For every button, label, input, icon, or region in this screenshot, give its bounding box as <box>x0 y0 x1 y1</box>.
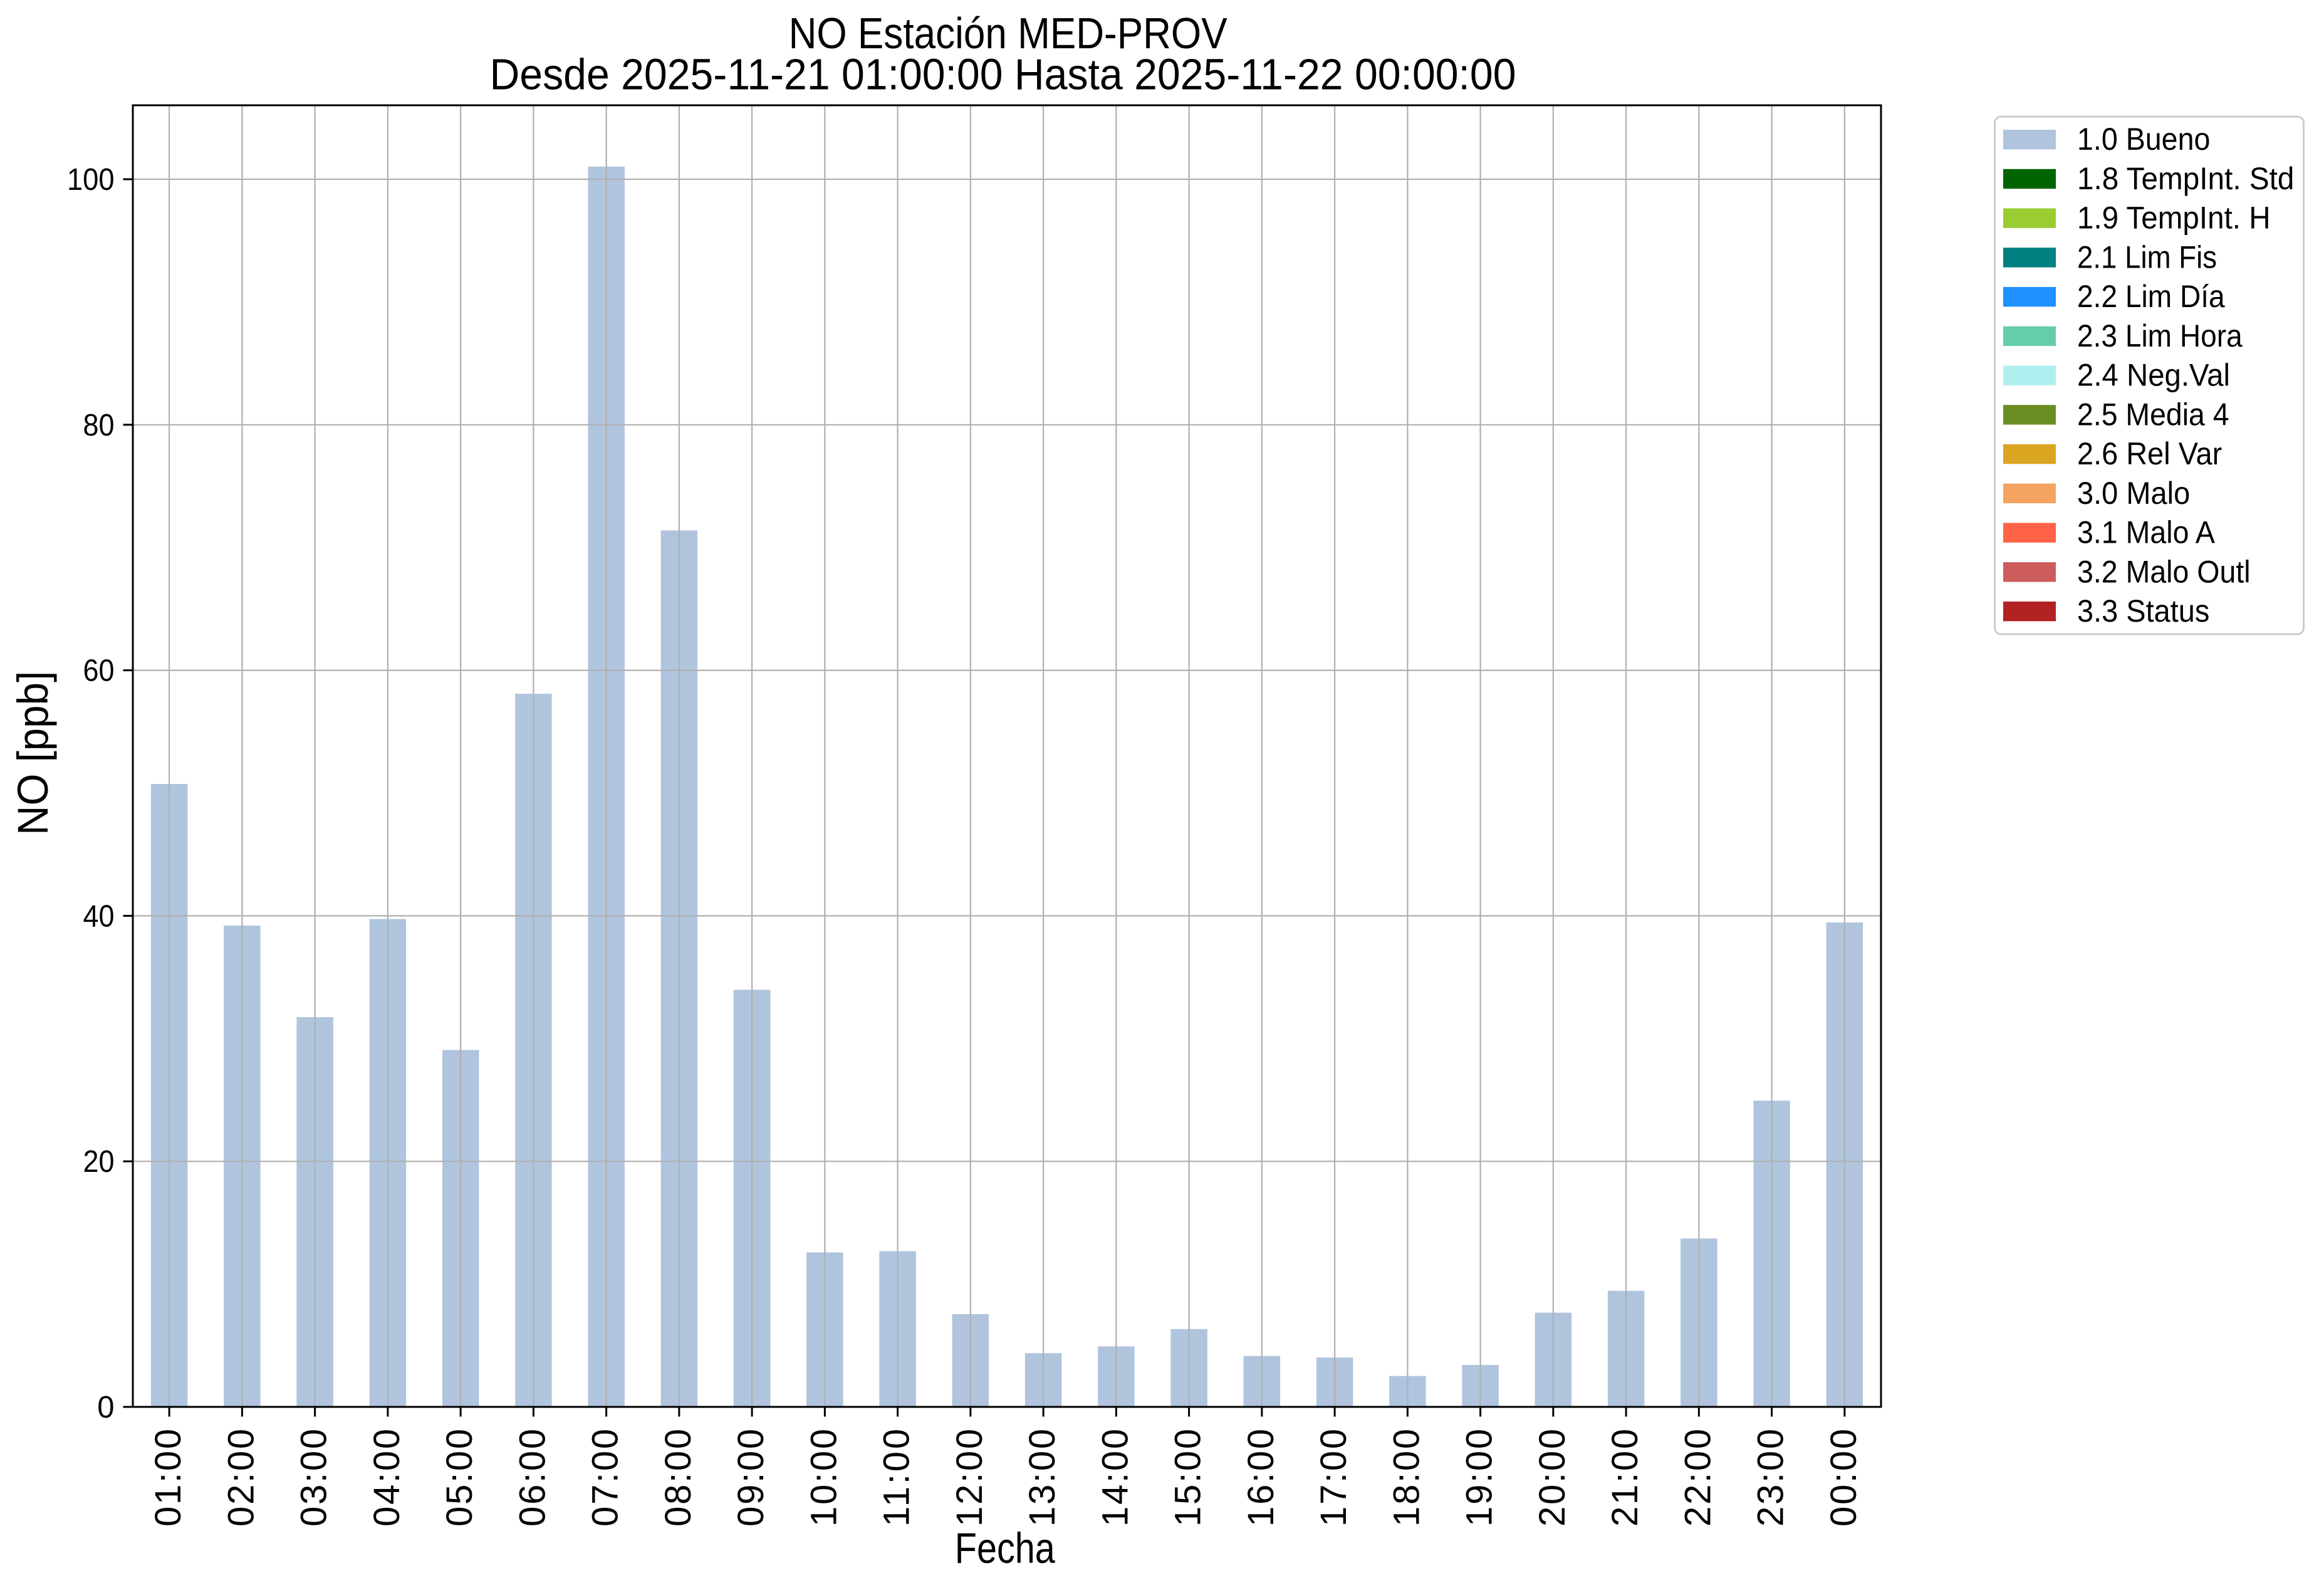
svg-text:2.2 Lim Día: 2.2 Lim Día <box>2077 279 2225 314</box>
svg-text:3.1 Malo A: 3.1 Malo A <box>2077 515 2215 550</box>
svg-text:Desde 2025-11-21 01:00:00 Hast: Desde 2025-11-21 01:00:00 Hasta 2025-11-… <box>490 50 1516 99</box>
svg-text:03:00: 03:00 <box>294 1429 335 1527</box>
svg-text:80: 80 <box>83 409 115 442</box>
svg-text:18:00: 18:00 <box>1386 1429 1427 1527</box>
svg-text:2.1 Lim Fis: 2.1 Lim Fis <box>2077 239 2217 274</box>
svg-text:3.0 Malo: 3.0 Malo <box>2077 476 2190 511</box>
svg-text:05:00: 05:00 <box>439 1429 480 1527</box>
svg-text:Fecha: Fecha <box>955 1524 1056 1572</box>
svg-text:20: 20 <box>83 1145 115 1179</box>
svg-text:1.0 Bueno: 1.0 Bueno <box>2077 122 2210 157</box>
svg-text:01:00: 01:00 <box>148 1429 189 1527</box>
svg-text:12:00: 12:00 <box>949 1429 990 1527</box>
svg-text:19:00: 19:00 <box>1459 1429 1500 1527</box>
svg-text:16:00: 16:00 <box>1241 1429 1281 1527</box>
svg-text:0: 0 <box>97 1391 114 1424</box>
svg-text:21:00: 21:00 <box>1605 1429 1645 1527</box>
svg-text:22:00: 22:00 <box>1677 1429 1718 1527</box>
svg-text:3.2 Malo Outl: 3.2 Malo Outl <box>2077 554 2251 589</box>
svg-text:06:00: 06:00 <box>512 1429 553 1527</box>
svg-text:3.3 Status: 3.3 Status <box>2077 593 2209 629</box>
svg-text:NO Estación MED-PROV: NO Estación MED-PROV <box>789 9 1227 58</box>
svg-text:100: 100 <box>67 163 115 197</box>
svg-text:2.4 Neg.Val: 2.4 Neg.Val <box>2077 358 2230 393</box>
svg-text:2.5 Media 4: 2.5 Media 4 <box>2077 397 2229 432</box>
svg-text:04:00: 04:00 <box>367 1429 407 1527</box>
svg-text:11:00: 11:00 <box>877 1429 917 1527</box>
svg-text:15:00: 15:00 <box>1168 1429 1209 1527</box>
svg-text:08:00: 08:00 <box>658 1429 699 1527</box>
svg-text:40: 40 <box>83 899 115 933</box>
svg-text:14:00: 14:00 <box>1095 1429 1135 1527</box>
svg-text:20:00: 20:00 <box>1532 1429 1573 1527</box>
svg-text:2.6 Rel Var: 2.6 Rel Var <box>2077 436 2222 471</box>
svg-text:60: 60 <box>83 654 115 688</box>
svg-text:1.9 TempInt. H: 1.9 TempInt. H <box>2077 201 2271 236</box>
svg-text:09:00: 09:00 <box>731 1429 771 1527</box>
svg-text:1.8 TempInt. Std: 1.8 TempInt. Std <box>2077 161 2294 196</box>
svg-text:07:00: 07:00 <box>585 1429 626 1527</box>
svg-text:2.3 Lim Hora: 2.3 Lim Hora <box>2077 318 2243 353</box>
svg-text:00:00: 00:00 <box>1823 1429 1864 1527</box>
svg-text:17:00: 17:00 <box>1313 1429 1354 1527</box>
svg-text:23:00: 23:00 <box>1751 1429 1791 1527</box>
svg-text:10:00: 10:00 <box>803 1429 844 1527</box>
svg-text:13:00: 13:00 <box>1022 1429 1063 1527</box>
svg-text:02:00: 02:00 <box>221 1429 261 1527</box>
svg-text:NO [ppb]: NO [ppb] <box>9 671 57 835</box>
